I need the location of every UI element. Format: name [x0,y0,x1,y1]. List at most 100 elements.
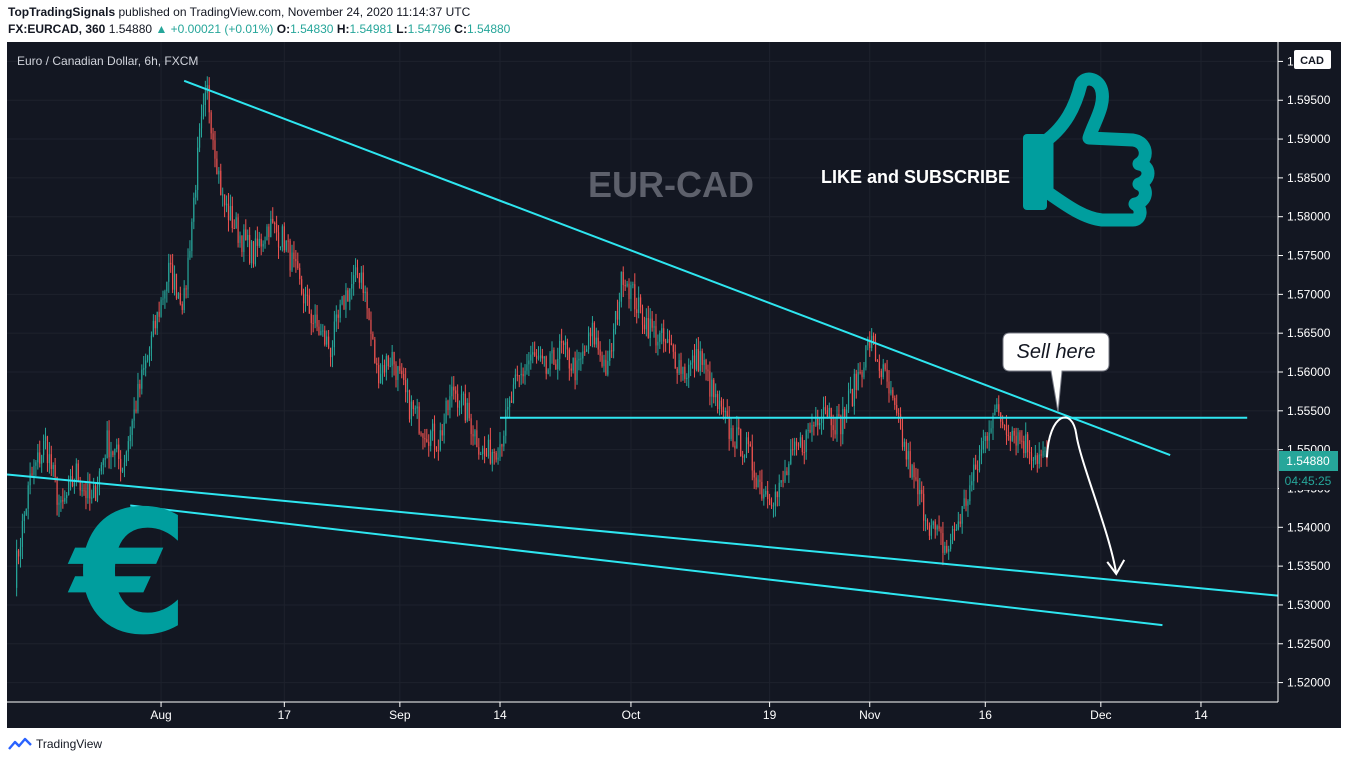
candle-body [1013,430,1015,436]
trendline[interactable] [183,79,1171,457]
candle-body [428,441,430,446]
candle-body [491,452,493,464]
candle-body [328,336,330,348]
candle-body [730,427,732,439]
candle-body [564,341,567,345]
candle-body [799,437,802,446]
candle-body [58,502,60,505]
candle-body [31,473,33,475]
current-price-marker: 1.54880 04:45:25 [1279,451,1338,490]
candle-body [930,525,932,536]
candle-body [790,449,792,464]
candle-body [784,471,786,482]
candle-body [703,359,705,365]
candle-body [545,356,547,374]
price-change: ▲ +0.00021 (+0.01%) [155,22,274,36]
candle-body [295,259,297,262]
candle-body [341,296,343,305]
candle-body [1044,450,1046,452]
candle-body [102,459,104,465]
candle-body [874,341,877,361]
candle-body [688,364,690,378]
tradingview-brand[interactable]: TradingView [36,737,103,751]
candle-body [815,418,817,426]
candle-body [69,476,72,481]
candle-body [397,366,399,380]
candle-body [143,368,145,370]
candle-body [227,203,230,221]
candle-body [992,415,994,429]
candle-body [697,349,699,371]
candle-body [807,430,809,432]
candle-body [145,360,147,369]
candle-body [971,481,973,486]
projection-arrow [1045,416,1126,576]
candle-body [1021,440,1023,442]
candle-body [751,446,753,471]
candle-body [279,247,282,249]
candle-body [451,386,453,397]
candle-body [62,499,64,502]
candle-body [909,451,911,478]
candle-body [722,406,724,413]
candle-body [772,505,775,507]
candle-body [1019,432,1021,441]
candle-body [846,409,848,417]
candle-body [957,521,959,530]
candle-body [817,418,819,426]
publisher-name[interactable]: TopTradingSignals [8,5,116,19]
candle-body [229,206,231,221]
candle-body [919,489,921,495]
candle-body [759,479,761,482]
candle-body [173,273,176,290]
candle-body [89,484,91,499]
trendline[interactable] [130,504,1163,627]
candle-body [322,330,324,332]
candle-body [116,444,118,449]
candle-body [148,348,151,357]
sell-here-callout: Sell here [1002,332,1110,413]
candle-body [443,422,445,436]
candle-body [913,465,915,478]
candle-body [978,455,981,471]
time-axis[interactable]: Aug 17 Sep 14 Oct 19 Nov 16 Dec 14 [150,702,1208,722]
candle-body [824,407,827,411]
candle-body [164,291,166,299]
candle-body [351,284,353,289]
candle-body [921,489,923,494]
trendline[interactable] [7,473,1279,597]
candle-body [634,284,636,310]
candle-body [747,437,750,445]
candle-body [613,329,615,352]
candle-body [609,350,611,361]
candle-body [690,362,692,365]
candle-body [917,479,919,495]
candle-body [166,281,168,292]
candle-body [986,436,988,441]
candle-body [168,262,170,282]
candle-body [19,547,22,557]
price-tick-label: 1.56500 [1287,326,1331,340]
price-chart[interactable]: Euro / Canadian Dollar, 6h, FXCM EUR-CAD… [7,42,1341,728]
candle-body [368,308,370,320]
candle-body [903,441,906,447]
candle-body [638,297,640,314]
candle-body [150,335,153,349]
candle-body [819,422,821,426]
candle-body [250,241,253,264]
candle-body [197,147,199,190]
candle-body [191,221,193,251]
currency-badge[interactable] [1294,50,1331,69]
candle-body [518,375,520,377]
trendlines-layer[interactable] [7,79,1279,627]
candle-body [75,463,77,483]
candle-body [458,406,461,408]
candle-body [281,226,283,248]
candle-body [422,433,424,439]
candle-body [200,116,203,129]
candle-body [499,444,501,458]
candle-body [649,318,651,338]
price-tick-label: 1.57500 [1287,249,1331,263]
candle-body [335,314,337,322]
candle-body [869,339,871,348]
